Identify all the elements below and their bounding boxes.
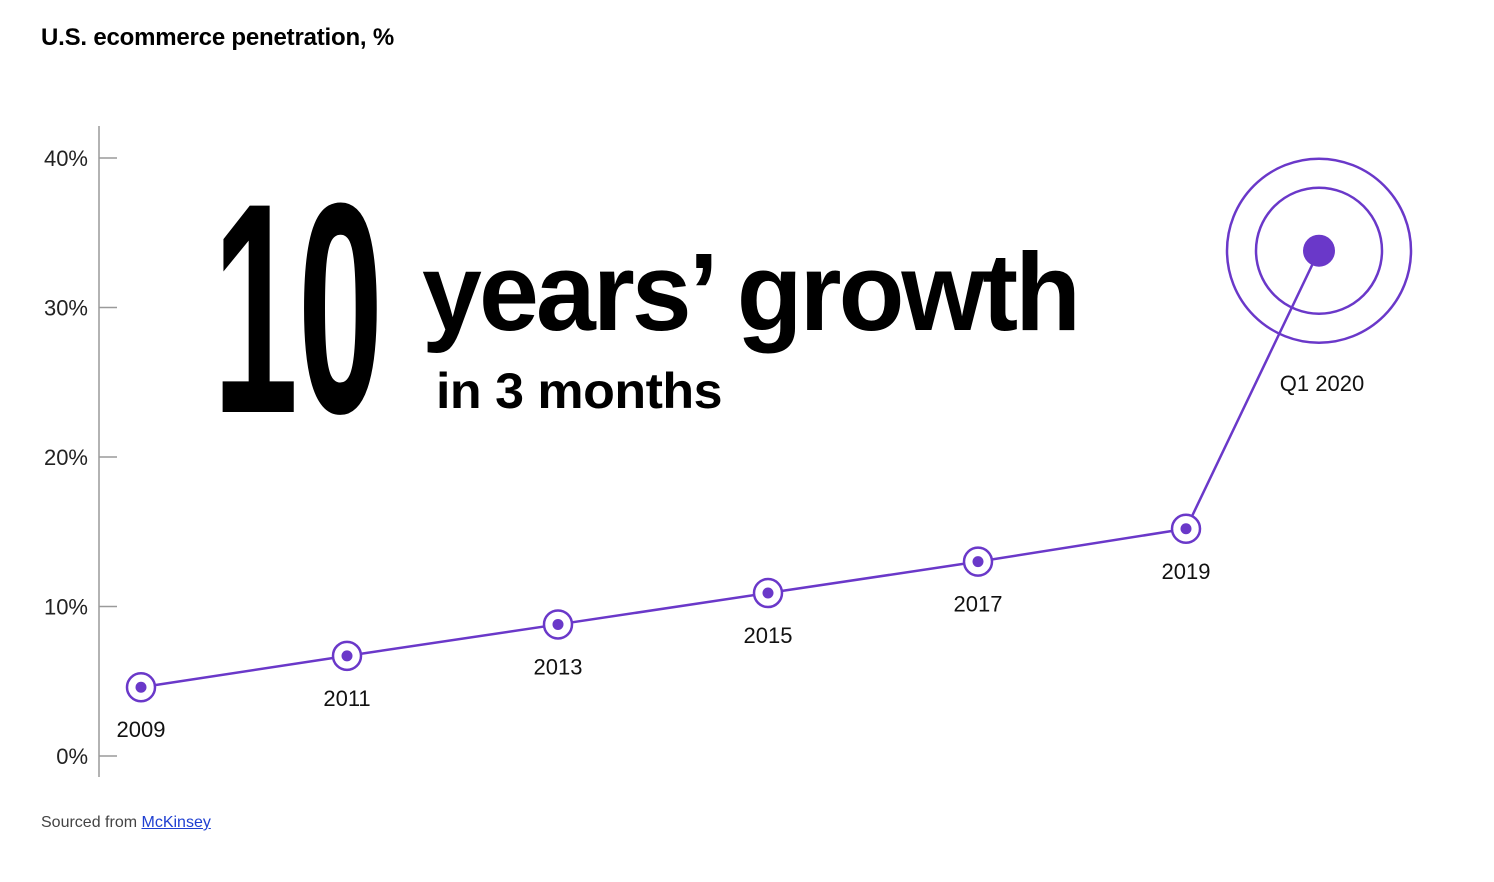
data-point-2017: 2017 (954, 546, 1003, 617)
data-point-2009: 2009 (117, 671, 166, 742)
source-link[interactable]: McKinsey (141, 814, 211, 831)
point-label: 2019 (1162, 559, 1211, 584)
headline-main: years’ growth (422, 231, 1078, 354)
data-point-2015: 2015 (744, 577, 793, 648)
y-tick-label: 10% (44, 595, 88, 620)
point-dot (972, 556, 984, 568)
point-dot (1180, 523, 1192, 535)
point-dot (135, 681, 147, 693)
highlight-point-dot (1303, 234, 1335, 267)
highlight-outer-ring (1225, 157, 1413, 344)
data-point-2013: 2013 (534, 609, 583, 679)
highlight-inner-ring (1254, 186, 1384, 315)
data-point-2011: 2011 (323, 640, 371, 711)
data-point-q1-2020: Q1 2020 (1225, 157, 1413, 396)
point-label: 2015 (744, 623, 793, 648)
headline-overlay: 10 years’ growth in 3 months (213, 140, 1081, 476)
y-tick-label: 0% (56, 744, 88, 769)
source-line: Sourced from McKinsey (41, 814, 211, 832)
point-label: 2017 (954, 592, 1003, 617)
point-dot (762, 587, 774, 599)
y-tick-label: 30% (44, 296, 88, 321)
data-point-2019: 2019 (1162, 513, 1211, 584)
chart-title: U.S. ecommerce penetration, % (41, 24, 394, 51)
series-markers: 2009 2011 2013 2015 2017 2019 Q1 2020 (117, 157, 1413, 742)
headline-sub: in 3 months (436, 363, 722, 419)
point-label: 2013 (534, 654, 583, 679)
source-prefix: Sourced from (41, 814, 142, 831)
point-label: 2009 (117, 717, 166, 742)
point-dot (341, 650, 353, 662)
point-dot (552, 618, 564, 630)
headline-number: 10 (213, 140, 383, 476)
y-tick-label: 40% (44, 146, 88, 171)
point-label: Q1 2020 (1280, 371, 1364, 396)
y-axis: 0% 10% 20% 30% 40% (44, 126, 117, 777)
y-tick-label: 20% (44, 445, 88, 470)
point-label: 2011 (323, 686, 370, 711)
